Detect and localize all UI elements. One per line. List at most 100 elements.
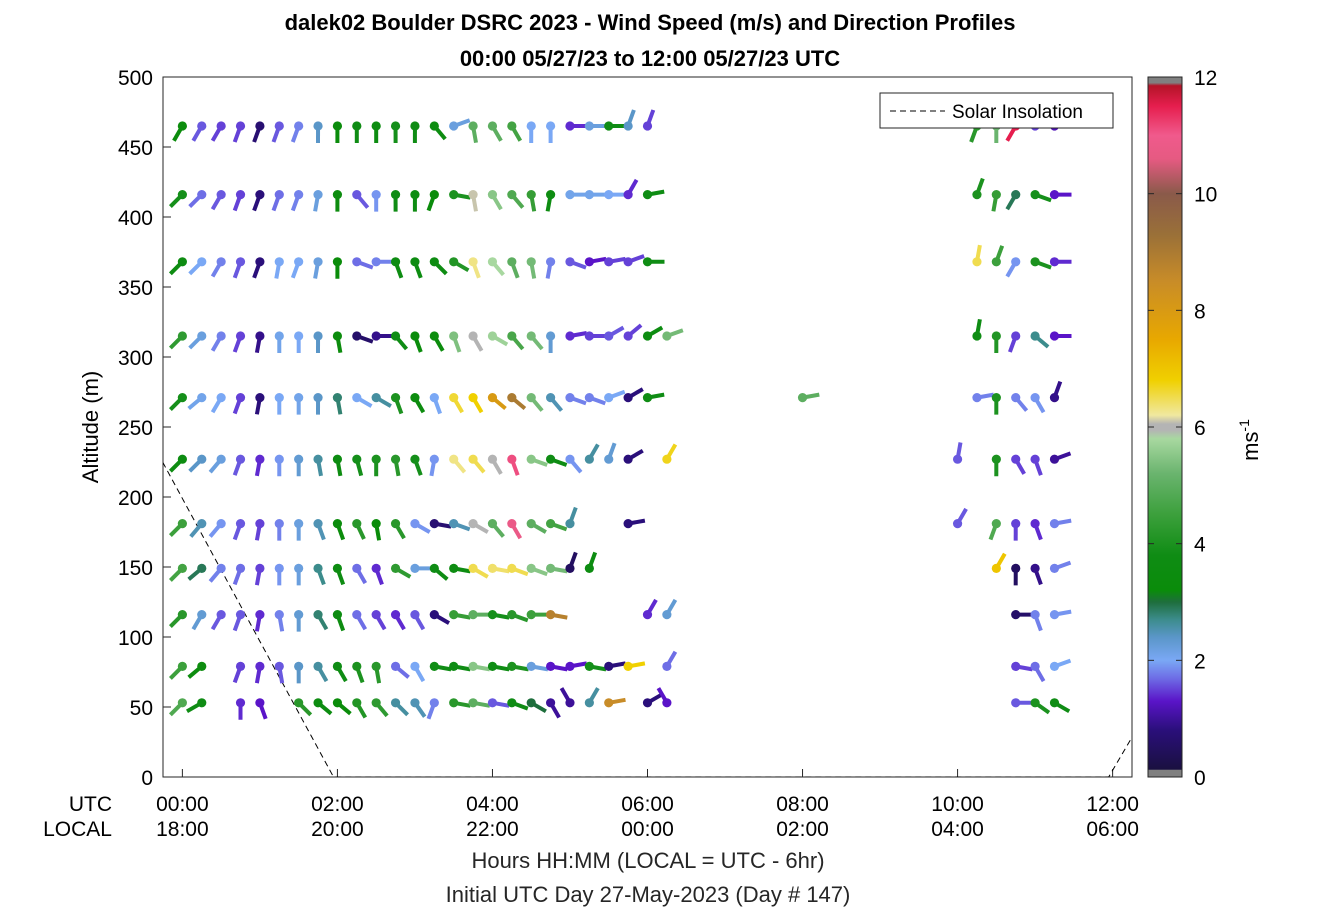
wind-barb: [1011, 563, 1021, 586]
wind-barb-dot: [1011, 519, 1021, 529]
wind-barb-dot: [468, 698, 478, 708]
wind-barb-dot: [546, 121, 556, 131]
colorbar-tick-label: 10: [1194, 184, 1217, 207]
wind-barb: [313, 454, 323, 477]
wind-barb: [390, 331, 409, 351]
wind-barb-dot: [410, 519, 420, 529]
wind-barb-dot: [1030, 519, 1040, 529]
wind-barb-dot: [604, 661, 614, 672]
colorbar-ticks: 0 2 4 6 8 10 12: [1148, 67, 1217, 790]
wind-barb-dot: [584, 661, 594, 672]
wind-barb-dot: [197, 519, 207, 529]
wind-barb-dot: [487, 661, 498, 672]
wind-barb-dot: [604, 121, 614, 131]
wind-barb: [313, 698, 333, 716]
wind-barb-dot: [390, 661, 401, 672]
wind-barb-dot: [449, 563, 459, 574]
wind-barb: [584, 551, 598, 574]
wind-barb: [371, 331, 394, 341]
wind-barb-dot: [584, 331, 594, 341]
wind-barb-dot: [1049, 190, 1060, 200]
wind-barb: [449, 118, 471, 131]
wind-barb-dot: [487, 393, 498, 403]
wind-barb: [487, 698, 510, 708]
wind-barb-dot: [584, 257, 594, 267]
wind-barb: [449, 331, 462, 353]
wind-barb: [188, 454, 207, 473]
y-tick-label: 200: [118, 487, 153, 510]
wind-barb-dot: [449, 393, 459, 403]
wind-barb: [1030, 190, 1052, 203]
wind-barb-dot: [546, 454, 556, 464]
wind-barb: [991, 393, 1001, 415]
wind-barb: [546, 121, 556, 143]
wind-barb: [232, 331, 246, 353]
wind-barb: [604, 325, 625, 341]
wind-barb: [410, 393, 426, 414]
wind-barb: [1005, 257, 1021, 278]
wind-barb: [546, 331, 556, 353]
wind-barb-dot: [429, 661, 439, 672]
wind-barb-dot: [1049, 519, 1060, 529]
wind-barb-dot: [991, 257, 1001, 267]
colorbar-tick-label: 6: [1194, 417, 1206, 440]
wind-barb-dot: [429, 257, 439, 267]
wind-barb: [1049, 190, 1072, 200]
wind-barb: [584, 256, 607, 267]
wind-barb: [468, 519, 489, 534]
legend-label: Solar Insolation: [952, 102, 1083, 123]
wind-barb: [352, 563, 368, 585]
wind-barb: [565, 661, 588, 672]
wind-barb-dot: [468, 610, 478, 620]
wind-barb: [274, 519, 284, 541]
wind-barb-dot: [449, 698, 459, 708]
wind-barb-dot: [177, 454, 187, 464]
wind-barb: [991, 245, 1005, 267]
wind-barb-dot: [216, 257, 226, 267]
wind-barb: [254, 331, 265, 354]
wind-barb: [429, 610, 451, 625]
wind-barb-dot: [235, 454, 246, 464]
wind-barb-dot: [371, 257, 381, 267]
wind-barb-dot: [177, 393, 187, 403]
wind-barb-dot: [991, 519, 1001, 529]
wind-barb-dot: [797, 393, 808, 403]
wind-barb: [210, 257, 226, 278]
wind-barb: [546, 661, 568, 672]
wind-barb-dot: [235, 257, 246, 267]
wind-barb: [187, 563, 207, 581]
utc-row-label: UTC: [69, 793, 112, 816]
wind-barb: [252, 190, 265, 212]
wind-barb-dot: [1011, 331, 1021, 341]
wind-barb-dot: [410, 121, 420, 131]
wind-barb: [208, 563, 226, 583]
wind-barb: [952, 442, 963, 464]
wind-barb: [623, 109, 636, 131]
wind-barb: [468, 190, 478, 212]
y-tick-label: 250: [118, 417, 153, 440]
wind-barb: [623, 518, 646, 529]
wind-barb: [332, 257, 343, 279]
wind-barb: [546, 698, 561, 719]
wind-barb: [188, 190, 207, 209]
wind-barb: [952, 507, 968, 529]
wind-barb: [390, 190, 401, 212]
wind-barb: [232, 661, 246, 684]
wind-barb: [662, 598, 678, 620]
wind-barb-dot: [991, 331, 1001, 341]
wind-barb: [410, 698, 427, 718]
wind-barb: [254, 610, 265, 632]
wind-barb-dot: [604, 393, 614, 403]
wind-barb: [449, 563, 471, 574]
wind-barb: [526, 698, 547, 714]
wind-barb-dot: [526, 563, 536, 574]
wind-barb-dot: [216, 393, 226, 403]
wind-barb: [642, 598, 658, 620]
y-axis: 0 50 100 150 200 250 300 350 400 450 500: [118, 67, 171, 790]
wind-barb: [1030, 331, 1050, 349]
wind-barb-dot: [1011, 661, 1021, 672]
wind-barb: [313, 393, 323, 415]
x-axis: 00:0018:0002:0020:0004:0022:0006:0000:00…: [156, 769, 1139, 841]
wind-barb: [371, 190, 381, 212]
